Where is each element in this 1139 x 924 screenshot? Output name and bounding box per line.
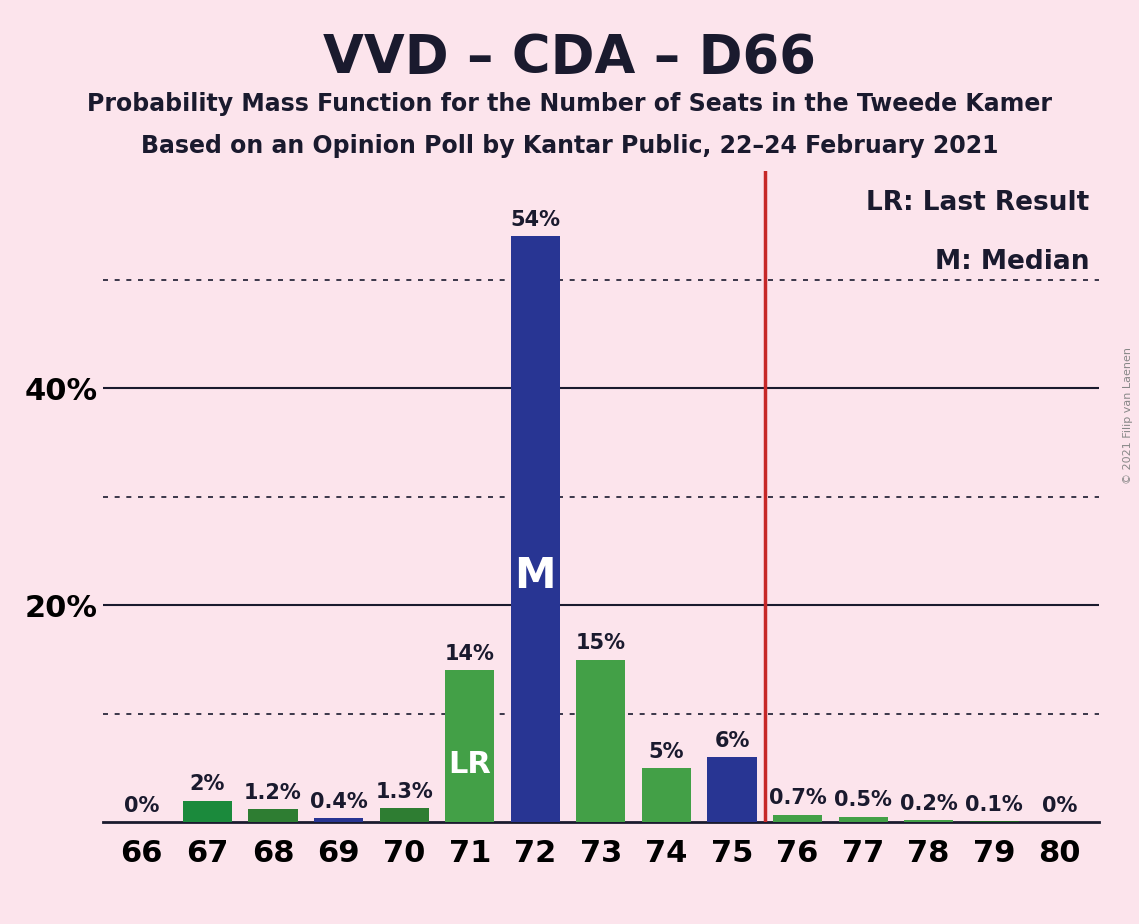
Bar	[838, 817, 887, 822]
Text: 0.4%: 0.4%	[310, 792, 368, 811]
Text: VVD – CDA – D66: VVD – CDA – D66	[323, 32, 816, 84]
Text: M: Median: M: Median	[935, 249, 1089, 275]
Text: 0%: 0%	[1042, 796, 1077, 816]
Bar	[379, 808, 428, 822]
Text: Probability Mass Function for the Number of Seats in the Tweede Kamer: Probability Mass Function for the Number…	[87, 92, 1052, 116]
Text: 54%: 54%	[510, 210, 560, 229]
Bar	[773, 815, 822, 822]
Text: 0%: 0%	[124, 796, 159, 816]
Text: Based on an Opinion Poll by Kantar Public, 22–24 February 2021: Based on an Opinion Poll by Kantar Publi…	[141, 134, 998, 158]
Text: 0.5%: 0.5%	[834, 790, 892, 810]
Text: M: M	[515, 555, 556, 597]
Bar	[707, 758, 756, 822]
Text: 1.2%: 1.2%	[244, 783, 302, 803]
Bar	[969, 821, 1018, 822]
Bar	[248, 809, 297, 822]
Text: 5%: 5%	[648, 742, 685, 761]
Text: 6%: 6%	[714, 731, 749, 750]
Bar	[183, 800, 232, 822]
Text: © 2021 Filip van Laenen: © 2021 Filip van Laenen	[1123, 347, 1133, 484]
Bar	[510, 236, 560, 822]
Text: LR: Last Result: LR: Last Result	[866, 190, 1089, 216]
Text: 14%: 14%	[444, 644, 494, 663]
Bar	[445, 671, 494, 822]
Text: 0.2%: 0.2%	[900, 794, 958, 814]
Bar	[641, 768, 691, 822]
Text: LR: LR	[449, 750, 491, 779]
Bar	[314, 818, 363, 822]
Text: 0.1%: 0.1%	[966, 795, 1023, 815]
Text: 1.3%: 1.3%	[375, 782, 433, 802]
Text: 2%: 2%	[190, 774, 226, 794]
Text: 15%: 15%	[576, 633, 625, 653]
Text: 0.7%: 0.7%	[769, 788, 827, 808]
Bar	[576, 660, 625, 822]
Bar	[904, 821, 953, 822]
